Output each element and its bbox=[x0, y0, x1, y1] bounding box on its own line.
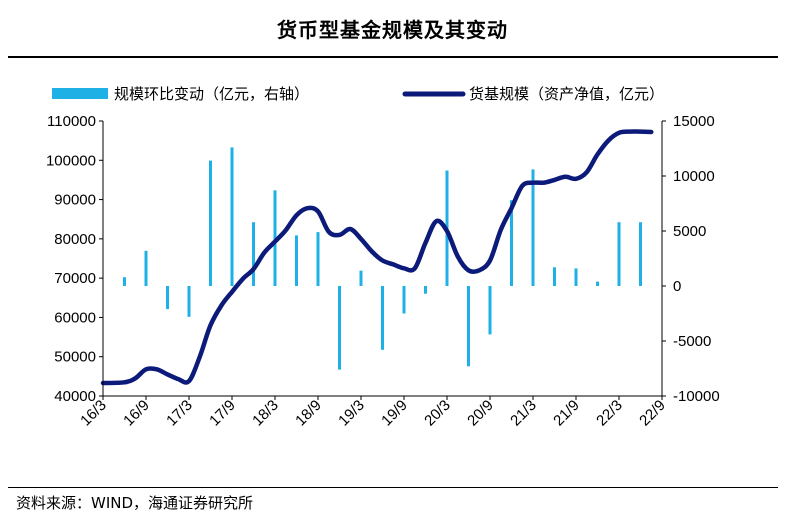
x-tick-label-8: 20/3 bbox=[421, 397, 454, 430]
line-series bbox=[100, 129, 654, 386]
chart-title: 货币型基金规模及其变动 bbox=[277, 18, 508, 42]
x-tick-label-9: 20/9 bbox=[464, 397, 497, 430]
bar-1 bbox=[144, 250, 148, 286]
bar-19 bbox=[531, 169, 535, 286]
left-tick-label-2: 60000 bbox=[54, 309, 96, 326]
bar-series bbox=[123, 147, 642, 370]
right-tick-label-5: 15000 bbox=[673, 113, 715, 130]
left-tick-label-1: 50000 bbox=[54, 349, 96, 366]
scale-line bbox=[100, 129, 654, 386]
title-rule bbox=[8, 56, 778, 58]
bar-24 bbox=[639, 222, 642, 286]
x-tick-label-1: 16/9 bbox=[120, 397, 153, 430]
bar-21 bbox=[574, 268, 578, 286]
left-tick-label-0: 40000 bbox=[54, 388, 96, 405]
source-note: 资料来源：WIND，海通证券研究所 bbox=[16, 494, 254, 512]
bar-11 bbox=[359, 270, 363, 286]
x-tick-label-12: 22/3 bbox=[593, 397, 626, 430]
bar-23 bbox=[617, 222, 621, 286]
x-tick-label-3: 17/9 bbox=[206, 397, 239, 430]
bar-22 bbox=[596, 281, 599, 286]
x-tick-label-11: 21/9 bbox=[550, 397, 583, 430]
bar-16 bbox=[467, 286, 470, 367]
bar-3 bbox=[187, 286, 191, 317]
bar-14 bbox=[424, 286, 427, 294]
bar-20 bbox=[553, 267, 556, 286]
bar-12 bbox=[381, 286, 384, 350]
legend-bar-swatch bbox=[52, 88, 108, 99]
right-tick-label-1: -5000 bbox=[673, 333, 711, 350]
left-tick-label-4: 80000 bbox=[54, 231, 96, 248]
bar-4 bbox=[209, 160, 212, 286]
x-tick-label-2: 17/3 bbox=[163, 397, 196, 430]
bar-9 bbox=[316, 232, 320, 286]
bar-0 bbox=[123, 277, 126, 286]
bar-13 bbox=[402, 286, 406, 314]
left-tick-label-3: 70000 bbox=[54, 270, 96, 287]
bar-6 bbox=[252, 222, 255, 286]
bar-18 bbox=[510, 200, 513, 286]
x-tick-label-5: 18/9 bbox=[292, 397, 325, 430]
left-tick-label-7: 110000 bbox=[47, 113, 96, 130]
bar-8 bbox=[295, 235, 298, 286]
bar-7 bbox=[273, 190, 277, 286]
legend-bar-label: 规模环比变动（亿元，右轴） bbox=[114, 85, 309, 103]
bar-17 bbox=[488, 286, 492, 335]
left-tick-label-6: 100000 bbox=[46, 152, 96, 169]
left-tick-label-5: 90000 bbox=[54, 192, 96, 209]
right-tick-label-3: 5000 bbox=[673, 223, 706, 240]
bar-10 bbox=[338, 286, 341, 370]
bar-5 bbox=[230, 147, 234, 286]
legend: 规模环比变动（亿元，右轴） 货基规模（资产净值，亿元） bbox=[52, 85, 664, 103]
x-tick-label-6: 19/3 bbox=[335, 397, 368, 430]
legend-line-label: 货基规模（资产净值，亿元） bbox=[469, 85, 664, 103]
x-tick-label-10: 21/3 bbox=[507, 397, 540, 430]
right-tick-label-2: 0 bbox=[673, 278, 681, 295]
source-rule bbox=[8, 487, 778, 488]
right-tick-label-0: -10000 bbox=[673, 388, 720, 405]
x-tick-label-7: 19/9 bbox=[378, 397, 411, 430]
x-tick-label-13: 22/9 bbox=[636, 397, 669, 430]
right-tick-label-4: 10000 bbox=[673, 168, 715, 185]
x-tick-label-4: 18/3 bbox=[249, 397, 282, 430]
bar-2 bbox=[166, 286, 169, 310]
